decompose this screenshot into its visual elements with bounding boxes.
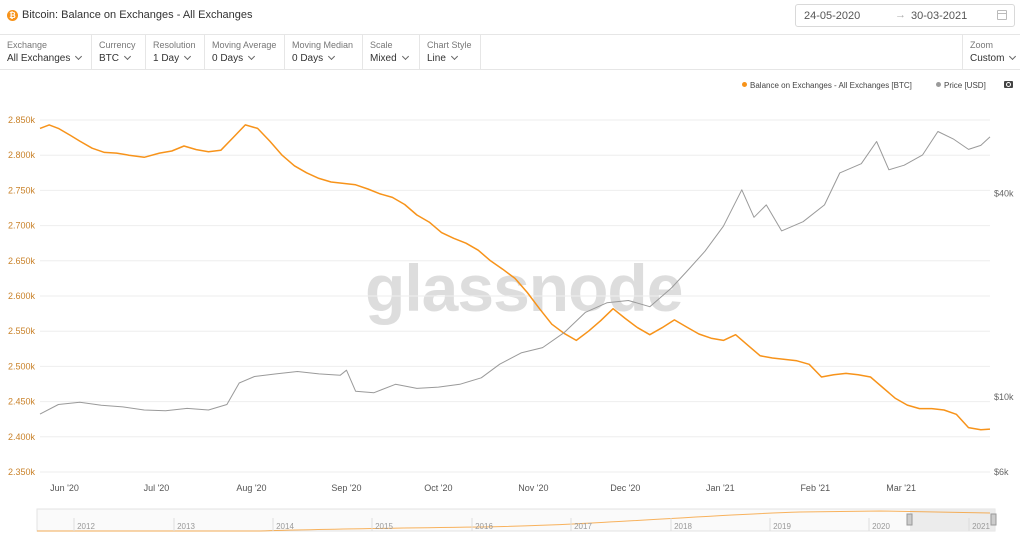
currency-value: BTC bbox=[99, 53, 119, 64]
y-left-tick-label: 2.800k bbox=[8, 150, 36, 160]
y-left-tick-label: 2.550k bbox=[8, 326, 36, 336]
scale-label: Scale bbox=[370, 40, 393, 50]
navigator-selection bbox=[910, 509, 995, 531]
y-axis-right: $40k $10k $6k bbox=[994, 188, 1014, 477]
x-tick-label: Oct '20 bbox=[424, 483, 452, 493]
resolution-value: 1 Day bbox=[153, 53, 180, 64]
y-right-tick-label: $6k bbox=[994, 467, 1009, 477]
legend-price-label: Price [USD] bbox=[944, 81, 986, 90]
navigator-year-label: 2013 bbox=[177, 522, 195, 531]
y-left-tick-label: 2.450k bbox=[8, 397, 36, 407]
x-tick-label: Jun '20 bbox=[50, 483, 79, 493]
y-right-tick-label: $10k bbox=[994, 392, 1014, 402]
y-left-tick-label: 2.600k bbox=[8, 291, 36, 301]
header-bar: ₿ Bitcoin: Balance on Exchanges - All Ex… bbox=[0, 0, 1020, 35]
price-series-line bbox=[39, 131, 991, 415]
y-right-tick-label: $40k bbox=[994, 188, 1014, 198]
y-left-tick-label: 2.850k bbox=[8, 115, 36, 125]
legend-balance[interactable]: Balance on Exchanges - All Exchanges [BT… bbox=[742, 81, 912, 90]
navigator-series bbox=[37, 510, 991, 532]
moving-average-label: Moving Average bbox=[212, 40, 277, 50]
moving-median-value: 0 Days bbox=[292, 53, 324, 64]
exchange-select[interactable]: Exchange All Exchanges bbox=[0, 35, 92, 69]
scale-value: Mixed bbox=[370, 53, 397, 64]
x-tick-label: Mar '21 bbox=[886, 483, 916, 493]
resolution-label: Resolution bbox=[153, 40, 196, 50]
navigator-year-label: 2014 bbox=[276, 522, 294, 531]
y-left-tick-label: 2.650k bbox=[8, 256, 36, 266]
x-tick-label: Feb '21 bbox=[800, 483, 830, 493]
legend-balance-label: Balance on Exchanges - All Exchanges [BT… bbox=[750, 81, 912, 90]
currency-select[interactable]: Currency BTC bbox=[92, 35, 146, 69]
y-left-tick-label: 2.350k bbox=[8, 467, 36, 477]
calendar-icon[interactable] bbox=[997, 10, 1007, 20]
navigator-right-handle bbox=[990, 513, 997, 526]
legend-price[interactable]: Price [USD] bbox=[936, 81, 986, 90]
arrow-right-icon: → bbox=[895, 9, 906, 21]
balance-series-line bbox=[39, 124, 991, 431]
scale-select[interactable]: Scale Mixed bbox=[363, 35, 420, 69]
moving-median-label: Moving Median bbox=[292, 40, 354, 50]
exchange-value: All Exchanges bbox=[7, 53, 71, 64]
x-tick-label: Aug '20 bbox=[236, 483, 266, 493]
x-tick-label: Sep '20 bbox=[331, 483, 361, 493]
chart-style-value: Line bbox=[427, 53, 446, 64]
currency-label: Currency bbox=[99, 40, 136, 50]
x-tick-label: Nov '20 bbox=[518, 483, 548, 493]
y-axis-left: 2.850k 2.800k 2.750k 2.700k 2.650k 2.600k 2.55… bbox=[8, 115, 36, 477]
date-start-input[interactable]: 24-05-2020 bbox=[804, 10, 861, 22]
chart-style-select[interactable]: Chart Style Line bbox=[420, 35, 481, 69]
y-left-tick-label: 2.700k bbox=[8, 221, 36, 231]
y-left-tick-label: 2.400k bbox=[8, 432, 36, 442]
date-end-input[interactable]: 30-03-2021 bbox=[911, 10, 968, 22]
navigator-year-label: 2015 bbox=[375, 522, 393, 531]
page-title: Bitcoin: Balance on Exchanges - All Exch… bbox=[22, 9, 253, 21]
moving-median-select[interactable]: Moving Median 0 Days bbox=[285, 35, 363, 69]
navigator-year-label: 2017 bbox=[574, 522, 592, 531]
orange-dot-icon bbox=[742, 82, 747, 87]
navigator-left-handle bbox=[906, 513, 913, 526]
chart-style-label: Chart Style bbox=[427, 40, 472, 50]
moving-average-select[interactable]: Moving Average 0 Days bbox=[205, 35, 285, 69]
zoom-select[interactable]: Zoom Custom bbox=[962, 35, 1020, 69]
x-tick-label: Jul '20 bbox=[144, 483, 170, 493]
camera-icon[interactable] bbox=[1004, 81, 1013, 88]
x-tick-label: Dec '20 bbox=[610, 483, 640, 493]
series-lines bbox=[39, 124, 991, 431]
gray-dot-icon bbox=[936, 82, 941, 87]
chart-toolbar: Exchange All Exchanges Currency BTC Reso… bbox=[0, 35, 1020, 70]
navigator-year-label: 2018 bbox=[674, 522, 692, 531]
y-left-tick-label: 2.750k bbox=[8, 185, 36, 195]
navigator-year-label: 2019 bbox=[773, 522, 791, 531]
resolution-select[interactable]: Resolution 1 Day bbox=[146, 35, 205, 69]
x-axis: Jun '20 Jul '20 Aug '20 Sep '20 Oct '20 Nov '… bbox=[50, 483, 916, 493]
x-tick-label: Jan '21 bbox=[706, 483, 735, 493]
date-range-picker[interactable]: 24-05-2020 → 30-03-2021 bbox=[795, 4, 1015, 27]
navigator-year-label: 2021 bbox=[972, 522, 990, 531]
moving-average-value: 0 Days bbox=[212, 53, 244, 64]
navigator: 2012 2013 2014 2015 2016 2017 2018 2019 2020 2021 bbox=[36, 508, 997, 532]
zoom-value: Custom bbox=[970, 53, 1005, 64]
y-left-tick-label: 2.500k bbox=[8, 361, 36, 371]
navigator-year-label: 2012 bbox=[77, 522, 95, 531]
grid-lines bbox=[40, 119, 990, 473]
exchange-label: Exchange bbox=[7, 40, 48, 50]
navigator-year-label: 2020 bbox=[872, 522, 890, 531]
bitcoin-icon: ₿ bbox=[7, 10, 18, 21]
navigator-year-label: 2016 bbox=[475, 522, 493, 531]
zoom-label: Zoom bbox=[970, 40, 994, 50]
